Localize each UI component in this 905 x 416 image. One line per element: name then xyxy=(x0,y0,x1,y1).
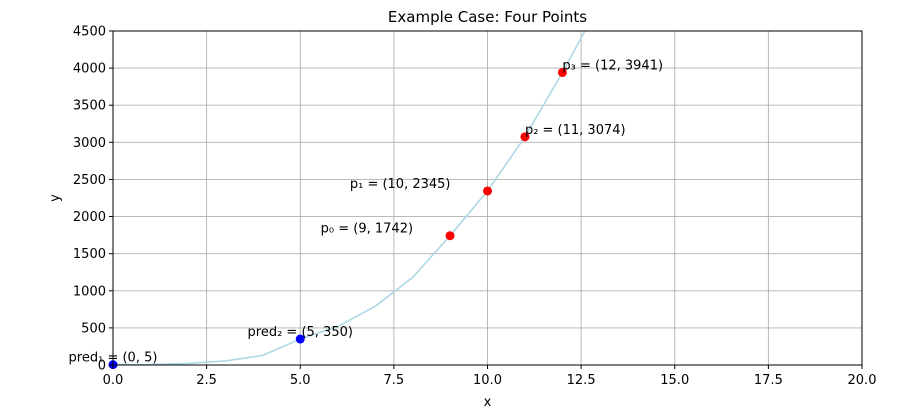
point-annotation: p₀ = (9, 1742) xyxy=(321,222,413,237)
x-tick-label: 12.5 xyxy=(567,373,596,388)
points-layer: p₀ = (9, 1742) p₁ = (10, 2345) p₂ = (11, 3… xyxy=(69,58,663,370)
y-tick-label: 3500 xyxy=(73,99,106,114)
y-tick-label: 0 xyxy=(98,359,106,374)
y-axis-label: y xyxy=(48,194,63,202)
point-annotation: pred₂ = (5, 350) xyxy=(248,325,353,340)
x-tick-label: 7.5 xyxy=(384,373,405,388)
point-annotation: p₁ = (10, 2345) xyxy=(350,177,451,192)
x-axis-label: x xyxy=(484,395,492,410)
x-tick-label: 17.5 xyxy=(754,373,783,388)
y-tick-label: 500 xyxy=(81,321,106,336)
point-annotation: p₂ = (11, 3074) xyxy=(525,123,626,138)
y-tick-label: 2500 xyxy=(73,173,106,188)
fit-curve xyxy=(113,31,586,365)
data-point xyxy=(445,231,455,241)
x-tick-label: 2.5 xyxy=(196,373,217,388)
fit-curve-layer xyxy=(113,31,586,365)
data-point xyxy=(520,132,530,142)
x-tick-label: 15.0 xyxy=(660,373,689,388)
y-tick-label: 1500 xyxy=(73,247,106,262)
x-tick-label: 5.0 xyxy=(290,373,311,388)
y-tick-label: 4000 xyxy=(73,62,106,77)
data-point xyxy=(557,67,567,77)
y-tick-label: 3000 xyxy=(73,136,106,151)
data-point xyxy=(295,334,305,344)
point-annotation: p₃ = (12, 3941) xyxy=(562,58,663,73)
x-tick-label: 20.0 xyxy=(848,373,877,388)
x-tick-label: 0.0 xyxy=(103,373,124,388)
y-tick-label: 2000 xyxy=(73,210,106,225)
y-tick-label: 1000 xyxy=(73,284,106,299)
ticks: 0.0 2.5 5.0 7.5 10.0 12.5 15.0 17.5 20.0 0 500 1000… xyxy=(73,25,877,389)
y-tick-label: 4500 xyxy=(73,25,106,40)
data-point xyxy=(483,186,492,196)
x-tick-label: 10.0 xyxy=(473,373,502,388)
chart-title: Example Case: Four Points xyxy=(388,8,587,26)
